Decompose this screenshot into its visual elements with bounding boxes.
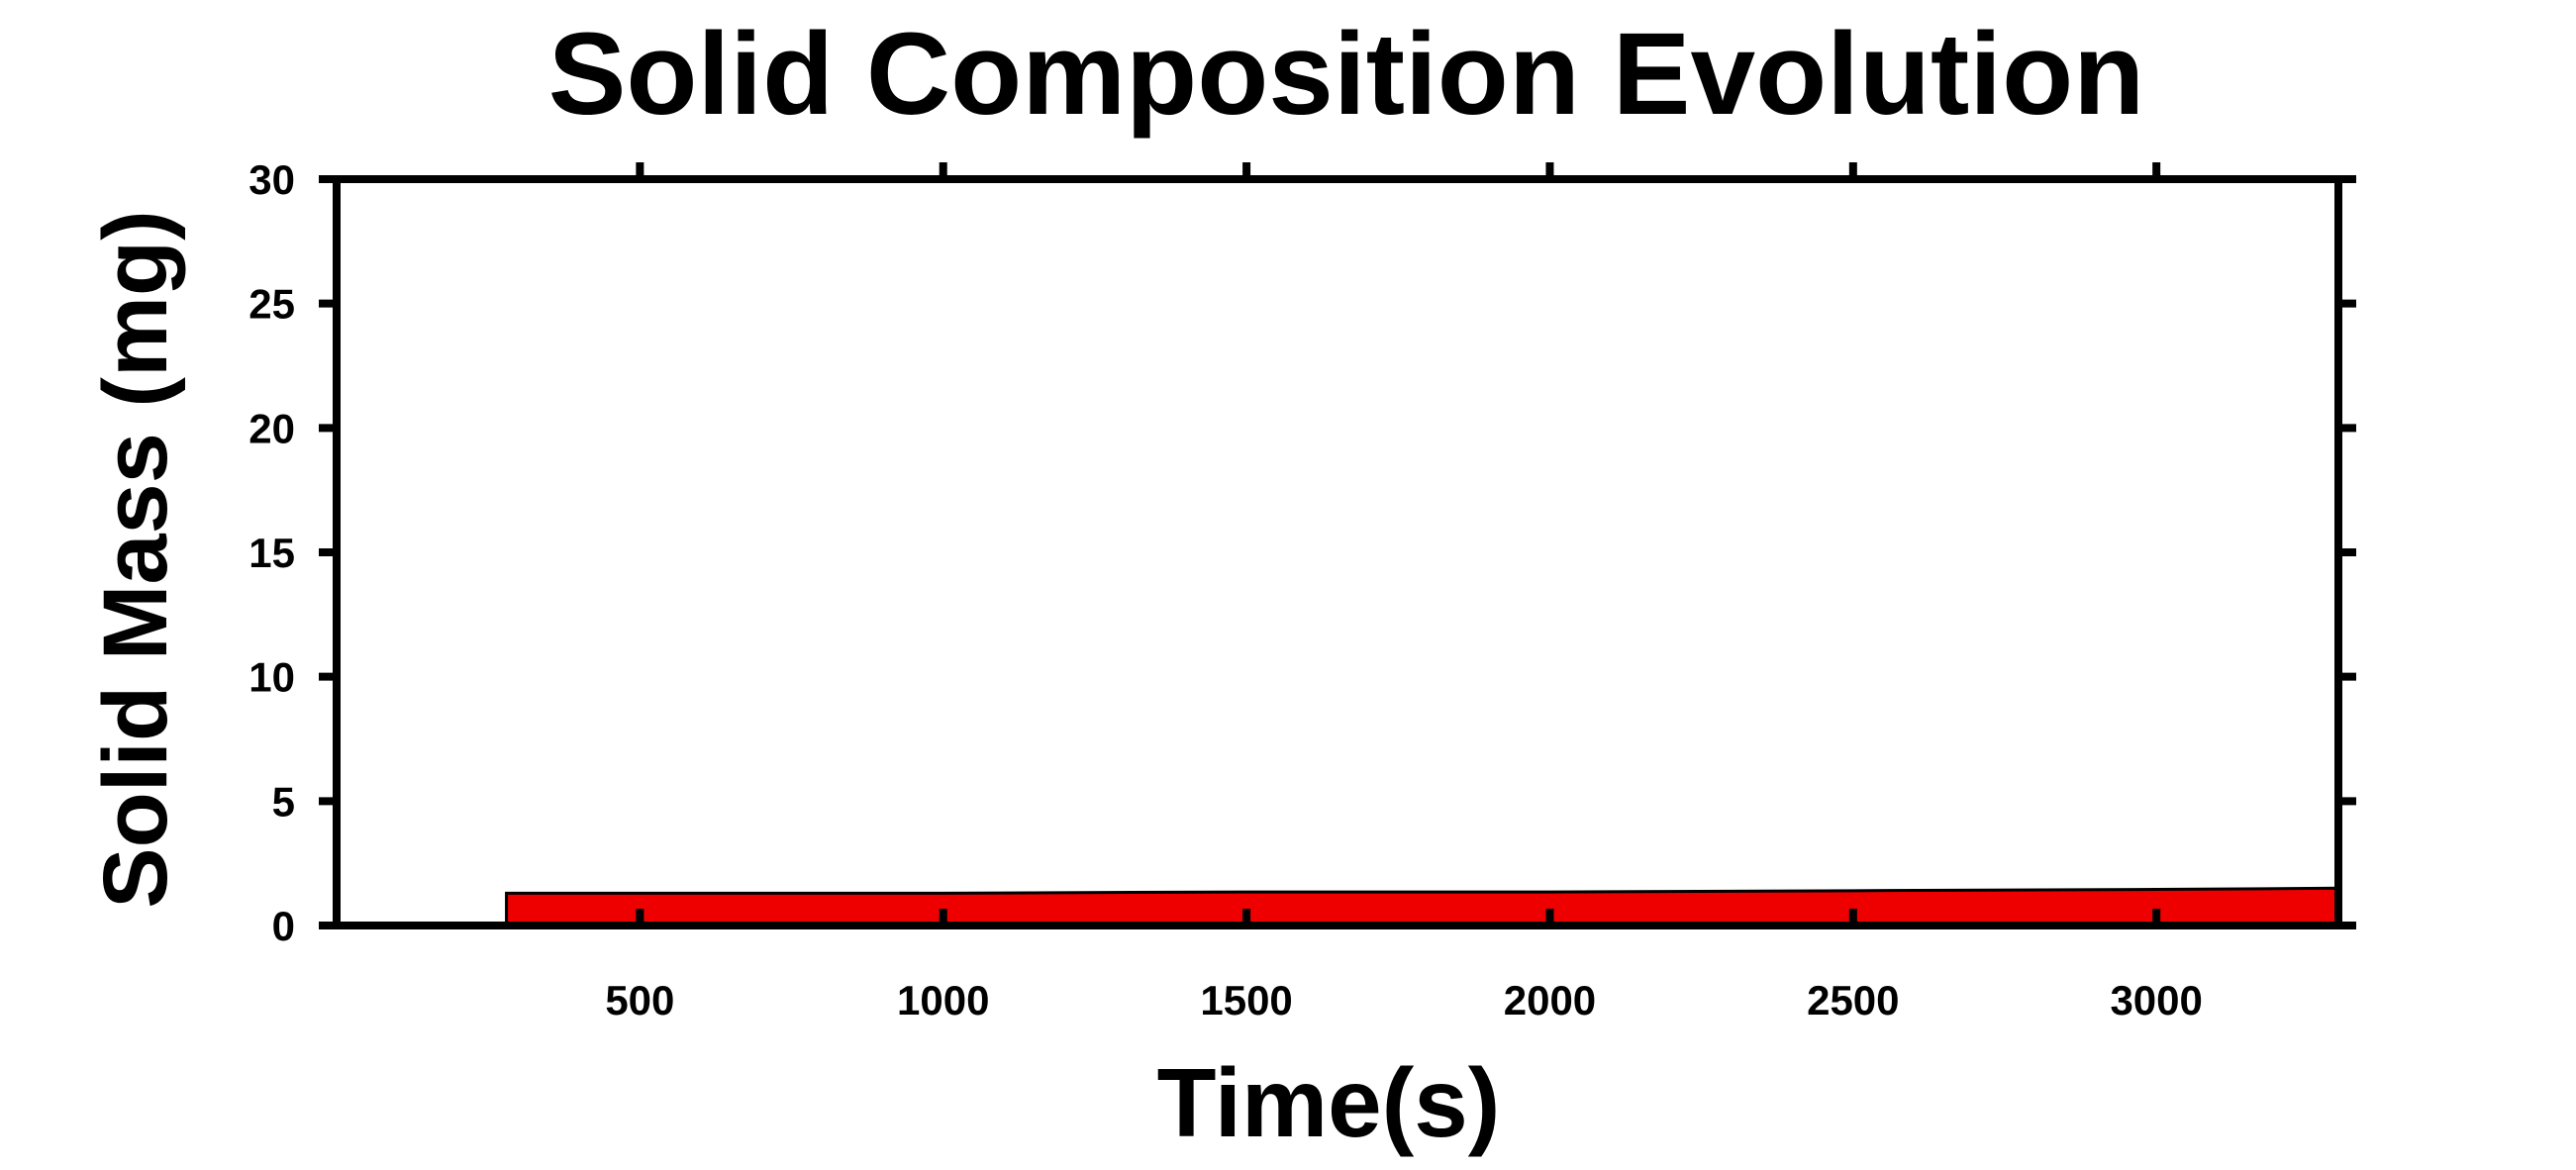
x-tick-label-1: 1000 [897,977,989,1024]
x-tick-label-3: 2000 [1504,977,1596,1024]
x-axis-label: Time(s) [1157,1048,1501,1157]
chart-title: Solid Composition Evolution [548,9,2145,140]
x-tick-label-4: 2500 [1807,977,1899,1024]
x-tick-label-2: 1500 [1200,977,1292,1024]
y-tick-label-1: 5 [272,778,295,825]
y-tick-label-0: 0 [272,903,295,949]
y-tick-label-3: 15 [248,530,295,576]
x-tick-label-5: 3000 [2110,977,2202,1024]
x-tick-label-0: 500 [605,977,674,1024]
y-axis-label: Solid Mass (mg) [85,210,186,908]
y-tick-label-2: 10 [248,654,295,701]
series-area-0 [505,886,2340,927]
y-tick-label-4: 20 [248,405,295,451]
y-tick-label-6: 30 [248,156,295,203]
y-tick-label-5: 25 [248,281,295,328]
plot-area: 500 1000 1500 2000 2500 3000 0 5 10 15 20 25 30 [248,156,2356,1024]
